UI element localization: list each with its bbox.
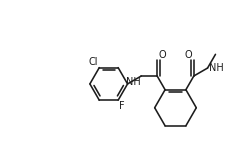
Text: F: F <box>119 101 124 111</box>
Text: O: O <box>185 50 192 60</box>
Text: NH: NH <box>126 77 140 87</box>
Text: O: O <box>159 50 166 60</box>
Text: NH: NH <box>208 63 223 73</box>
Text: Cl: Cl <box>89 57 98 67</box>
